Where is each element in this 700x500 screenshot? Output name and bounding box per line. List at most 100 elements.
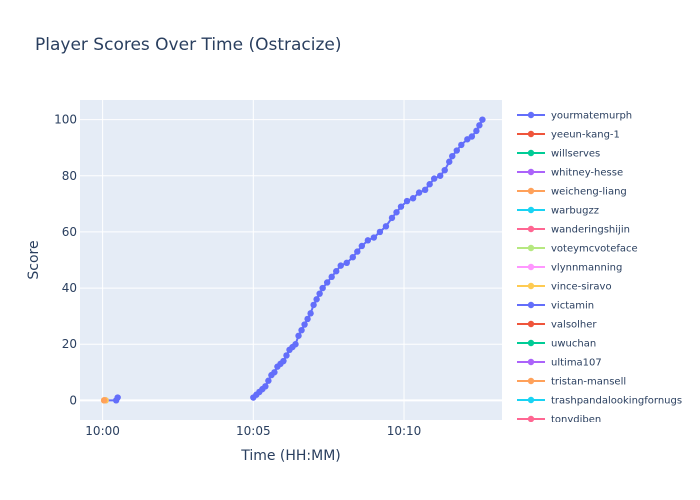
legend-label: ultima107 <box>551 358 602 369</box>
legend-item[interactable]: weicheng-liang <box>517 187 627 198</box>
data-point <box>328 273 335 281</box>
legend-marker <box>527 263 535 271</box>
data-point <box>271 369 278 376</box>
legend-item[interactable]: victamin <box>517 301 594 312</box>
legend-label: valsolher <box>551 320 597 331</box>
data-point <box>468 133 476 140</box>
data-point <box>370 234 378 241</box>
legend-item[interactable]: wanderingshijin <box>517 225 630 236</box>
legend-marker <box>527 206 535 214</box>
legend-item[interactable]: uwuchan <box>517 339 596 350</box>
plot-area <box>80 100 502 420</box>
legend-label: tonydiben <box>551 415 601 426</box>
legend-item[interactable]: voteymcvoteface <box>517 244 638 255</box>
data-point <box>458 141 465 149</box>
data-point <box>316 290 323 297</box>
data-point <box>376 228 384 236</box>
chart-title: Player Scores Over Time (Ostracize) <box>35 35 342 55</box>
data-point <box>364 237 372 244</box>
legend-label: warbugzz <box>551 206 599 217</box>
data-point <box>397 203 405 210</box>
data-point <box>310 301 317 309</box>
data-point <box>298 326 305 334</box>
legend-item[interactable]: vlynnmanning <box>517 263 622 274</box>
legend-item[interactable]: willserves <box>517 149 600 160</box>
data-point <box>449 152 456 160</box>
data-point <box>473 127 480 135</box>
legend-item[interactable]: tristan-mansell <box>517 377 626 388</box>
legend-label: vlynnmanning <box>551 263 622 274</box>
x-axis-title: Time (HH:MM) <box>240 448 341 464</box>
data-point <box>479 116 486 123</box>
data-point <box>333 268 340 275</box>
legend-marker <box>527 301 535 309</box>
x-tick-label: 10:10 <box>387 424 422 438</box>
data-point <box>388 214 396 222</box>
data-point <box>265 377 272 384</box>
legend-label: willserves <box>551 149 600 160</box>
legend-item[interactable]: whitney-hesse <box>517 168 623 179</box>
legend-label: voteymcvoteface <box>551 244 638 255</box>
data-point <box>441 166 448 174</box>
data-point <box>283 352 290 359</box>
x-tick-label: 10:00 <box>85 424 120 438</box>
legend-marker <box>527 187 535 195</box>
x-axis-ticks: 10:00 10:05 10:10 <box>85 424 421 438</box>
y-tick-label: 100 <box>54 113 77 127</box>
legend-item[interactable]: valsolher <box>517 320 597 331</box>
data-point <box>337 262 344 269</box>
data-point <box>415 189 423 196</box>
legend-label: vince-siravo <box>551 282 612 293</box>
data-point <box>262 383 269 390</box>
data-point <box>307 310 314 317</box>
data-point <box>292 341 299 348</box>
data-point <box>354 248 361 255</box>
data-point <box>476 122 483 129</box>
legend-marker <box>527 339 535 347</box>
legend-label: victamin <box>551 301 594 312</box>
legend-item[interactable]: tonydiben <box>517 415 601 426</box>
data-point <box>295 332 302 339</box>
legend-label: yeeun-kang-1 <box>551 130 620 141</box>
data-point <box>301 321 308 328</box>
legend-marker <box>527 111 535 119</box>
data-point <box>313 296 320 303</box>
y-tick-label: 20 <box>62 337 77 351</box>
series-tristan-mansell <box>100 397 108 404</box>
legend-item[interactable]: vince-siravo <box>517 282 612 293</box>
data-point <box>453 147 460 154</box>
legend[interactable]: yourmatemurph yeeun-kang-1 willserves whitn… <box>517 111 682 426</box>
y-tick-label: 40 <box>62 281 77 295</box>
data-point <box>446 158 453 165</box>
data-point <box>393 209 400 216</box>
series-victamin <box>250 116 486 401</box>
data-point <box>403 197 411 205</box>
legend-item[interactable]: warbugzz <box>517 206 599 217</box>
data-point <box>437 172 444 179</box>
data-point <box>430 175 438 182</box>
data-point <box>421 186 429 194</box>
y-axis-title: Score <box>26 240 42 279</box>
legend-marker <box>527 225 535 233</box>
legend-item[interactable]: trashpandalookingfornugs <box>517 396 682 407</box>
legend-item[interactable]: yeeun-kang-1 <box>517 130 620 141</box>
data-point <box>323 279 331 286</box>
legend-item[interactable]: yourmatemurph <box>517 111 632 122</box>
legend-label: trashpandalookingfornugs <box>551 396 682 407</box>
legend-marker <box>527 358 535 366</box>
legend-label: tristan-mansell <box>551 377 626 388</box>
y-tick-label: 60 <box>62 225 77 239</box>
data-point <box>280 357 287 365</box>
legend-marker <box>527 282 535 290</box>
legend-label: wanderingshijin <box>551 225 630 236</box>
legend-marker <box>527 377 535 385</box>
data-point <box>319 284 326 292</box>
legend-label: uwuchan <box>551 339 596 350</box>
legend-label: weicheng-liang <box>551 187 627 198</box>
legend-label: whitney-hesse <box>551 168 623 179</box>
legend-marker <box>527 244 535 252</box>
legend-item[interactable]: ultima107 <box>517 358 602 369</box>
legend-label: yourmatemurph <box>551 111 632 122</box>
data-point <box>358 242 366 250</box>
data-point <box>426 181 433 188</box>
